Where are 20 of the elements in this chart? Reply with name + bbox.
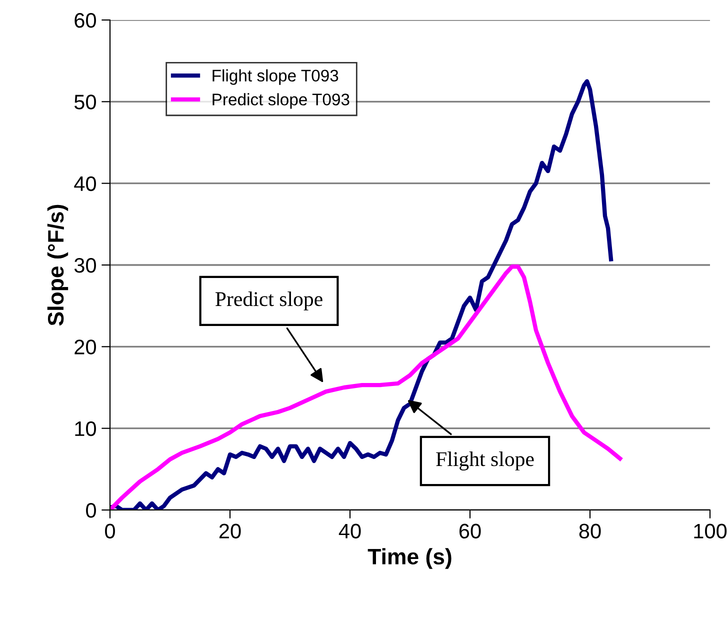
y-tick-label: 30 [74, 258, 96, 273]
x-tick-label: 0 [105, 524, 115, 538]
y-tick-label: 20 [74, 340, 96, 354]
line-series [110, 264, 622, 510]
y-tick-label: 50 [74, 94, 96, 110]
x-tick-label: 80 [579, 524, 601, 538]
annotation: Flight slope [436, 452, 534, 470]
x-axis-title: Time (s) [368, 548, 452, 569]
y-tick-label: 60 [74, 13, 96, 28]
y-axis-title: Slope (°F/s) [47, 204, 68, 326]
x-tick-label: 20 [219, 524, 241, 538]
y-tick-label: 0 [86, 503, 96, 518]
y-tick-label: 10 [75, 421, 96, 436]
legend-label: Predict slope T093 [212, 93, 350, 109]
x-tick-label: 100 [694, 524, 727, 538]
legend-label: Flight slope T093 [212, 69, 338, 85]
annotation: Predict slope [216, 291, 322, 310]
x-tick-label: 60 [459, 524, 481, 538]
x-tick-label: 40 [338, 524, 361, 538]
y-tick-label: 40 [74, 176, 96, 192]
